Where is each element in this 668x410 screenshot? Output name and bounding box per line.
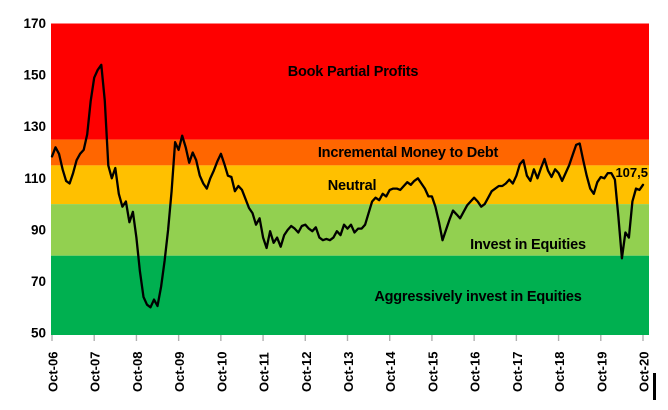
y-tick-label-110: 110 [24,171,46,186]
y-axis: 170 150 130 110 90 70 50 [23,16,46,341]
x-tick-label-oct-11: Oct-11 [257,352,272,392]
last-value-label: 107,5 [615,165,648,180]
y-tick-label-50: 50 [31,326,46,341]
x-tick-label-oct-19: Oct-19 [594,352,609,392]
band-aggressively-invest-in-equities [51,255,649,335]
x-tick-label-oct-12: Oct-12 [299,352,314,392]
band-label-incremental-money-to-debt: Incremental Money to Debt [318,145,499,161]
x-tick-label-oct-07: Oct-07 [88,352,103,392]
y-tick-label-70: 70 [31,274,46,289]
x-axis: Oct-06 Oct-07 Oct-08 Oct-09 Oct-10 Oct-11 Oct-… [46,335,652,392]
x-tick-label-oct-16: Oct-16 [468,352,483,392]
x-tick-label-oct-09: Oct-09 [172,352,187,392]
band-label-book-partial-profits: Book Partial Profits [288,64,419,80]
x-tick-label-oct-15: Oct-15 [425,352,440,392]
x-tick-label-oct-10: Oct-10 [214,352,229,392]
x-tick-label-oct-20: Oct-20 [637,352,652,392]
band-label-aggressively-invest-in-equities: Aggressively invest in Equities [374,289,581,305]
y-tick-label-90: 90 [31,222,46,237]
x-tick-label-oct-17: Oct-17 [510,352,525,392]
plot-bands: Book Partial Profits Incremental Money to… [51,23,649,335]
x-tick-label-oct-08: Oct-08 [130,352,145,392]
band-incremental-money-to-debt [51,139,649,166]
band-label-neutral: Neutral [328,178,377,194]
band-book-partial-profits [51,23,649,140]
y-tick-label-170: 170 [23,16,46,31]
band-label-invest-in-equities: Invest in Equities [470,237,586,253]
x-tick-label-oct-14: Oct-14 [383,351,398,392]
x-tick-label-oct-13: Oct-13 [341,352,356,392]
band-invest-in-equities [51,204,649,256]
y-tick-label-130: 130 [23,119,46,134]
y-tick-label-150: 150 [23,68,46,83]
x-tick-label-oct-06: Oct-06 [46,352,61,392]
corner-mark [653,373,656,400]
x-tick-label-oct-18: Oct-18 [552,352,567,392]
series-line-valuation-index [50,63,645,309]
